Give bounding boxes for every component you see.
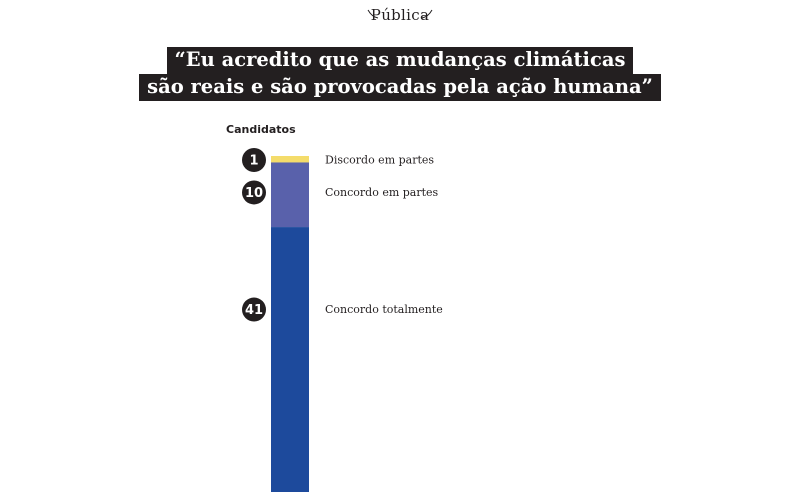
value-badge-0: [242, 148, 266, 172]
bar-segment-2: [271, 227, 309, 493]
segment-label-0: Discordo em partes: [325, 154, 434, 167]
segment-label-1: Concordo em partes: [325, 186, 439, 199]
value-label-0: 1: [249, 154, 258, 169]
segment-label-2: Concordo totalmente: [325, 303, 443, 316]
chart-title-line-2: são reais e são provocadas pela ação hum…: [139, 74, 661, 101]
chart-title: “Eu acredito que as mudanças climáticas …: [0, 47, 800, 101]
bar-segment-0: [271, 156, 309, 163]
logo-ornament-icon: [367, 9, 433, 19]
value-badge-1: [242, 180, 266, 205]
chart-title-line-1: “Eu acredito que as mudanças climáticas: [166, 47, 634, 74]
publica-logo: Pública: [0, 6, 800, 24]
value-label-2: 41: [245, 303, 263, 318]
value-label-1: 10: [245, 186, 263, 201]
value-badge-2: [242, 297, 266, 322]
publica-logo-text: Pública: [370, 6, 430, 24]
bar-segment-1: [271, 162, 309, 228]
y-axis-label: Candidatos: [226, 123, 296, 136]
